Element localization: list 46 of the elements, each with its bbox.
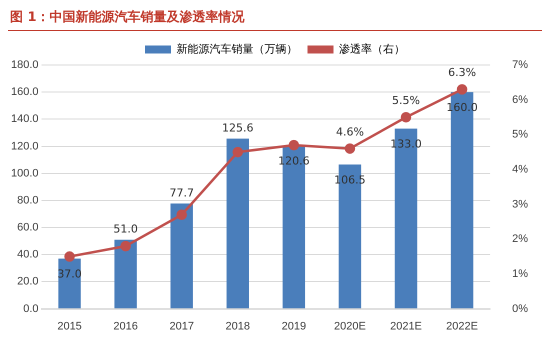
data-label: 77.7	[169, 186, 194, 200]
point	[400, 112, 412, 122]
data-label: 5.5%	[392, 94, 420, 108]
point	[120, 240, 131, 252]
point	[232, 146, 244, 158]
y-tick-label: 140.0	[10, 113, 39, 126]
data-label: 6.3%	[448, 66, 476, 80]
y2-tick-label: 0%	[512, 302, 528, 315]
y2-tick-label: 1%	[512, 268, 528, 280]
data-label: 51.0	[113, 222, 138, 236]
point	[288, 140, 300, 150]
y2-tick-label: 5%	[512, 128, 528, 141]
data-label: 4.6%	[336, 125, 364, 138]
data-label: 125.6	[222, 122, 254, 135]
x-tick-label: 2015	[57, 320, 82, 332]
x-tick-label: 2022E	[446, 320, 478, 332]
point	[344, 143, 356, 154]
y2-tick-label: 7%	[512, 59, 528, 72]
point	[176, 210, 187, 220]
y2-tick-label: 6%	[512, 94, 528, 106]
x-tick-label: 2020E	[334, 320, 366, 332]
x-tick-label: 2021E	[390, 320, 422, 332]
chart-title: 图 1：中国新能源汽车销量及渗透率情况	[10, 8, 245, 26]
y2-tick-label: 2%	[512, 233, 528, 246]
point	[456, 84, 468, 95]
y-tick-label: 60.0	[17, 222, 39, 234]
y-tick-label: 80.0	[17, 194, 39, 206]
legend-label: 渗透率（右）	[339, 42, 405, 56]
y-tick-label: 0.0	[23, 302, 39, 315]
y2-tick-label: 3%	[512, 198, 528, 210]
y2-tick-label: 4%	[512, 164, 528, 176]
point	[64, 251, 75, 262]
y-tick-label: 40.0	[17, 248, 39, 261]
y-tick-label: 180.0	[10, 59, 39, 72]
y-tick-label: 160.0	[10, 86, 39, 98]
y-tick-label: 20.0	[17, 276, 39, 288]
x-tick-label: 2019	[282, 320, 306, 332]
bar	[226, 138, 249, 308]
x-tick-label: 2017	[169, 320, 194, 332]
bar	[114, 240, 137, 308]
bar	[170, 204, 193, 308]
x-tick-label: 2018	[226, 320, 250, 332]
y-tick-label: 120.0	[10, 140, 39, 152]
y-tick-label: 100.0	[10, 167, 39, 180]
x-tick-label: 2016	[113, 320, 138, 332]
legend-label: 新能源汽车销量（万辆）	[176, 42, 298, 56]
